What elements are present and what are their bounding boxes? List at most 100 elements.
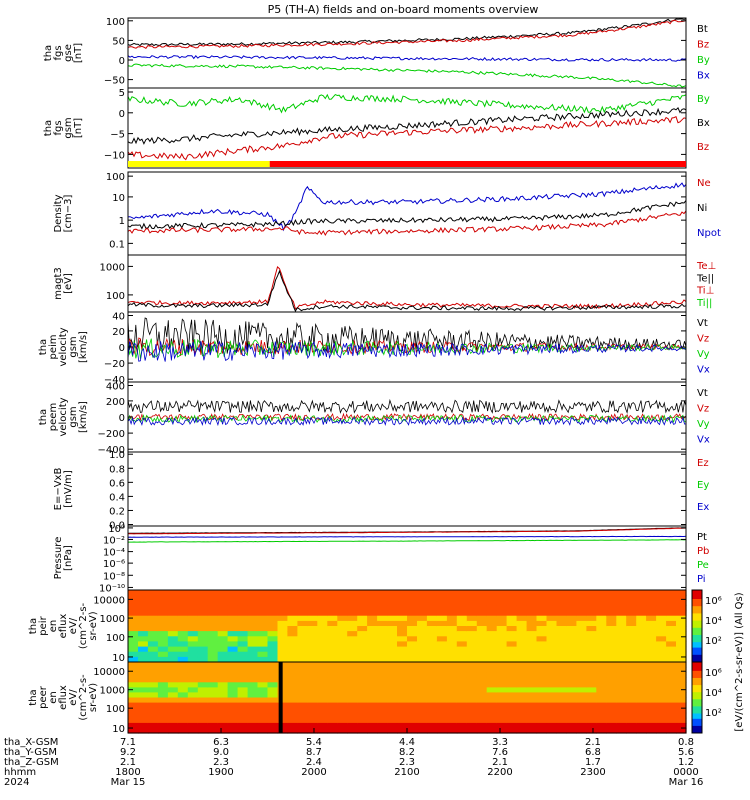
- heatmap-cell: [486, 646, 498, 653]
- colorbar-swatch: [692, 677, 702, 681]
- heatmap-cell: [177, 662, 189, 668]
- heatmap-cell: [486, 717, 498, 724]
- heatmap-cell: [576, 626, 587, 632]
- legend-pressure: Pt: [697, 532, 707, 543]
- heatmap-cell: [327, 636, 338, 642]
- colorbar-swatch: [692, 685, 702, 688]
- heatmap-cell: [566, 595, 577, 601]
- heatmap-cell: [167, 590, 179, 596]
- heatmap-cell: [157, 697, 169, 704]
- heatmap-cell: [506, 590, 518, 596]
- heatmap-cell: [486, 702, 498, 709]
- y-axis-label-peir-eflux: tha: [28, 618, 39, 634]
- heatmap-cell: [596, 662, 607, 668]
- heatmap-cell: [267, 610, 279, 617]
- heatmap-cell: [646, 692, 657, 699]
- y-tick-label-peem-velocity: 200: [106, 397, 125, 408]
- y-axis-label-peer-eflux: peer: [38, 685, 49, 709]
- heatmap-cell: [317, 605, 328, 612]
- heatmap-cell: [596, 651, 607, 658]
- heatmap-cell: [446, 590, 458, 596]
- heatmap-cell: [377, 631, 388, 637]
- heatmap-cell: [436, 722, 448, 729]
- heatmap-cell: [666, 651, 677, 658]
- heatmap-cell: [676, 707, 687, 714]
- y-tick-label-peem-velocity: −400: [98, 445, 125, 456]
- y-axis-label-peer-eflux: eV/: [68, 689, 79, 706]
- heatmap-cell: [446, 631, 458, 637]
- colorbar-swatch: [692, 656, 702, 659]
- heatmap-cell: [377, 651, 388, 658]
- y-tick-label-peem-velocity: 0: [119, 413, 125, 424]
- heatmap-cell: [566, 626, 577, 632]
- heatmap-cell: [147, 677, 159, 683]
- legend-temperature: Ti⊥: [696, 286, 714, 297]
- heatmap-cell: [496, 590, 508, 596]
- heatmap-cell: [247, 677, 259, 683]
- colorbar-tick-label: 10²: [705, 708, 722, 719]
- heatmap-cell: [267, 672, 279, 678]
- heatmap-cell: [307, 626, 318, 632]
- heatmap-cell: [466, 620, 478, 627]
- heatmap-cell: [267, 702, 279, 709]
- heatmap-cell: [217, 590, 229, 596]
- heatmap-cell: [267, 692, 279, 699]
- heatmap-cell: [397, 651, 408, 658]
- x-tick-label-z: 2.1: [492, 757, 508, 768]
- heatmap-cell: [586, 605, 597, 612]
- heatmap-cell: [138, 727, 149, 734]
- heatmap-cell: [636, 620, 647, 627]
- heatmap-cell: [476, 682, 488, 688]
- heatmap-cell: [536, 727, 548, 734]
- colorbar-swatch: [692, 715, 702, 718]
- heatmap-cell: [297, 595, 308, 601]
- heatmap-cell: [138, 610, 149, 617]
- heatmap-cell: [656, 722, 667, 729]
- heatmap-cell: [337, 707, 348, 714]
- heatmap-cell: [207, 636, 219, 642]
- colorbar-swatch: [692, 633, 702, 636]
- heatmap-cell: [417, 692, 428, 699]
- heatmap-cell: [357, 626, 368, 632]
- heatmap-cell: [596, 636, 607, 642]
- heatmap-cell: [357, 590, 368, 596]
- colorbar-swatch: [692, 597, 702, 600]
- heatmap-cell: [466, 590, 478, 596]
- heatmap-cell: [207, 677, 219, 683]
- y-axis-label-efield: E=−VxB: [53, 468, 64, 511]
- heatmap-cell: [187, 692, 199, 699]
- heatmap-cell: [656, 672, 667, 678]
- heatmap-cell: [516, 590, 528, 596]
- heatmap-cell: [307, 620, 318, 627]
- heatmap-cell: [347, 702, 358, 709]
- heatmap-cell: [327, 590, 338, 596]
- colorbar-tick-label: 10⁶: [705, 668, 722, 679]
- heatmap-cell: [556, 620, 568, 627]
- heatmap-cell: [287, 707, 298, 714]
- heatmap-cell: [337, 722, 348, 729]
- colorbar-swatch: [692, 674, 702, 677]
- heatmap-cell: [466, 712, 478, 719]
- heatmap-cell: [357, 712, 368, 719]
- heatmap-cell: [606, 590, 617, 596]
- heatmap-cell: [237, 600, 249, 606]
- heatmap-cell: [227, 717, 239, 724]
- heatmap-cell: [576, 641, 587, 648]
- heatmap-cell: [227, 727, 239, 734]
- heatmap-cell: [566, 651, 577, 658]
- heatmap-cell: [147, 641, 159, 648]
- heatmap-cell: [317, 677, 328, 683]
- legend-fgs-gsm: Bz: [697, 142, 709, 153]
- heatmap-cell: [367, 590, 378, 596]
- heatmap-cell: [187, 702, 199, 709]
- heatmap-cell: [526, 702, 538, 709]
- heatmap-cell: [387, 722, 398, 729]
- heatmap-cell: [536, 600, 548, 606]
- heatmap-cell: [526, 641, 538, 648]
- y-axis-label-density: [cm−3]: [63, 195, 74, 233]
- heatmap-cell: [157, 682, 169, 688]
- heatmap-cell: [666, 687, 677, 694]
- colorbar-swatch: [692, 626, 702, 629]
- y-tick-label-pressure: 10⁻⁴: [103, 548, 125, 559]
